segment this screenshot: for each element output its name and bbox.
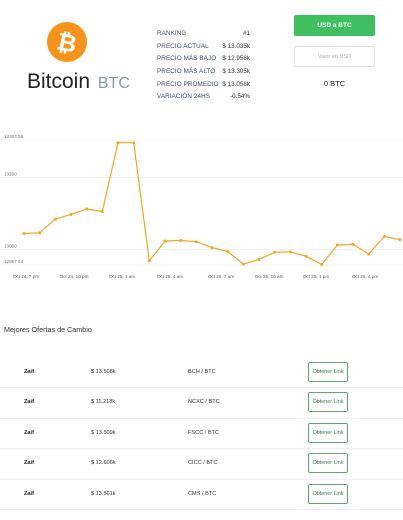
offer-price: $ 11.218k bbox=[91, 399, 116, 406]
price-point[interactable] bbox=[226, 250, 230, 254]
chart-y-tick-label: 13200 bbox=[4, 172, 17, 177]
price-point[interactable] bbox=[210, 246, 214, 250]
usd-amount-input[interactable] bbox=[294, 46, 375, 67]
offer-row: Zaif $ 11.218k NCXC / BTC Obtener Link bbox=[0, 388, 403, 419]
usd-to-btc-button[interactable]: USD a BTC bbox=[294, 15, 375, 36]
chart-x-tick-label: Oct 25, 4 am bbox=[157, 274, 183, 279]
offer-price: $ 12.606k bbox=[91, 460, 116, 467]
offers-title: Mejores Ofertas de Cambio bbox=[4, 325, 92, 334]
exchange-name: Zaif bbox=[24, 399, 34, 406]
chart-x-tick-label: Oct 24, 7 pm bbox=[13, 274, 39, 279]
price-point[interactable] bbox=[163, 239, 167, 243]
trading-pair: FSCC / BTC bbox=[188, 429, 220, 436]
offer-row: Zaif $ 13.508k BCH / BTC Obtener Link bbox=[0, 358, 403, 389]
price-point[interactable] bbox=[288, 250, 292, 254]
price-point[interactable] bbox=[22, 232, 26, 236]
offer-price: $ 13.508k bbox=[91, 369, 116, 375]
stat-value: -0.54% bbox=[230, 93, 250, 101]
stat-row: PRECIO MÁS ALTO $ 13.305k bbox=[157, 66, 250, 79]
price-point[interactable] bbox=[85, 207, 89, 211]
stats-table: RANKING #1 PRECIO ACTUAL $ 13.035k PRECIO MÁ… bbox=[157, 28, 250, 104]
stat-row: PRECIO MÁS BAJO $ 12.958k bbox=[157, 53, 250, 66]
get-link-button[interactable]: Obtener Link bbox=[308, 483, 348, 504]
stat-row: PRECIO ACTUAL $ 13.035k bbox=[157, 41, 250, 54]
trading-pair: NCXC / BTC bbox=[188, 399, 220, 406]
exchange-name: Zaif bbox=[24, 460, 34, 467]
price-point[interactable] bbox=[53, 217, 57, 221]
chart-x-tick-label: Oct 25, 7 am bbox=[208, 274, 234, 279]
price-point[interactable] bbox=[320, 263, 324, 267]
price-point[interactable] bbox=[335, 243, 339, 247]
price-chart: 13304.56 13200 13000 12957.64 Oct 24, 7 pm Oc… bbox=[0, 130, 403, 285]
stat-value: #1 bbox=[242, 30, 250, 37]
get-link-button[interactable]: Obtener Link bbox=[308, 362, 348, 382]
offer-row: Zaif $ 12.606k CICC / BTC Obtener Link bbox=[0, 449, 403, 480]
trading-pair: CMS / BTC bbox=[188, 490, 217, 497]
price-point[interactable] bbox=[257, 257, 261, 261]
price-point[interactable] bbox=[179, 238, 183, 242]
price-point[interactable] bbox=[273, 250, 277, 254]
stat-label: PRECIO MÁS ALTO bbox=[157, 68, 216, 76]
price-point[interactable] bbox=[38, 231, 42, 235]
get-link-button[interactable]: Obtener Link bbox=[308, 453, 348, 474]
stat-row: RANKING #1 bbox=[157, 28, 250, 41]
coin-title: Bitcoin BTC bbox=[27, 70, 130, 94]
trading-pair: CICC / BTC bbox=[188, 460, 218, 467]
stat-value: $ 13.058k bbox=[222, 80, 250, 88]
stat-label: PRECIO MÁS BAJO bbox=[157, 55, 217, 63]
price-point[interactable] bbox=[398, 238, 402, 242]
coin-symbol-label: BTC bbox=[97, 75, 130, 92]
chart-y-tick-label: 13000 bbox=[4, 244, 17, 249]
price-point[interactable] bbox=[351, 242, 355, 246]
price-point[interactable] bbox=[116, 141, 120, 145]
price-point[interactable] bbox=[241, 262, 245, 266]
trading-pair: BCH / BTC bbox=[188, 369, 216, 375]
stat-row: PRECIO PROMEDIO $ 13.058k bbox=[157, 79, 250, 92]
stat-label: VARIACIÓN 24HS bbox=[157, 93, 211, 101]
chart-x-tick-label: Oct 25, 4 pm bbox=[352, 274, 378, 279]
chart-x-tick-label: Oct 25, 10 am bbox=[255, 274, 284, 279]
price-point[interactable] bbox=[69, 212, 73, 216]
offer-price: $ 13.509k bbox=[91, 429, 116, 436]
exchange-name: Zaif bbox=[24, 490, 34, 497]
price-point[interactable] bbox=[132, 141, 136, 145]
coin-header: ₿ Bitcoin BTC RANKING #1 PRECIO ACTUAL $ 13… bbox=[0, 0, 403, 120]
price-point[interactable] bbox=[382, 234, 386, 238]
chart-y-tick-label: 12957.64 bbox=[4, 259, 24, 264]
offer-price: $ 13.561k bbox=[91, 490, 116, 497]
price-point[interactable] bbox=[194, 240, 198, 244]
bitcoin-glyph: ₿ bbox=[54, 27, 79, 58]
offer-row: Zaif $ 13.509k FSCC / BTC Obtener Link bbox=[0, 419, 403, 450]
stat-value: $ 13.035k bbox=[222, 42, 250, 50]
exchange-name: Zaif bbox=[24, 369, 34, 375]
stat-value: $ 13.305k bbox=[222, 68, 250, 76]
stat-row: VARIACIÓN 24HS -0.54% bbox=[157, 91, 250, 104]
bitcoin-icon: ₿ bbox=[47, 22, 87, 62]
offers-table: Zaif $ 13.508k BCH / BTC Obtener Link Zaif $ … bbox=[0, 358, 403, 510]
btc-result-value: 0 BTC bbox=[323, 79, 346, 88]
get-link-button[interactable]: Obtener Link bbox=[308, 422, 348, 443]
price-point[interactable] bbox=[100, 210, 104, 214]
get-link-button[interactable]: Obtener Link bbox=[308, 392, 348, 413]
price-chart-svg: 13304.56 13200 13000 12957.64 Oct 24, 7 pm Oc… bbox=[0, 134, 403, 279]
price-point[interactable] bbox=[147, 259, 151, 263]
stat-value: $ 12.958k bbox=[222, 55, 250, 63]
coin-name-label: Bitcoin bbox=[27, 70, 91, 93]
chart-x-tick-label: Oct 25, 1 am bbox=[109, 274, 135, 279]
price-point[interactable] bbox=[304, 254, 308, 258]
exchange-name: Zaif bbox=[24, 429, 34, 436]
price-point[interactable] bbox=[367, 252, 371, 256]
offer-row: Zaif $ 13.561k CMS / BTC Obtener Link bbox=[0, 480, 403, 510]
stat-label: PRECIO ACTUAL bbox=[157, 42, 209, 50]
chart-x-tick-label: Oct 25, 1 pm bbox=[303, 274, 329, 279]
chart-y-tick-label: 13304.56 bbox=[4, 134, 24, 139]
chart-x-tick-label: Oct 24, 10 pm bbox=[60, 274, 89, 279]
stat-label: RANKING bbox=[157, 30, 187, 37]
stat-label: PRECIO PROMEDIO bbox=[157, 80, 219, 88]
